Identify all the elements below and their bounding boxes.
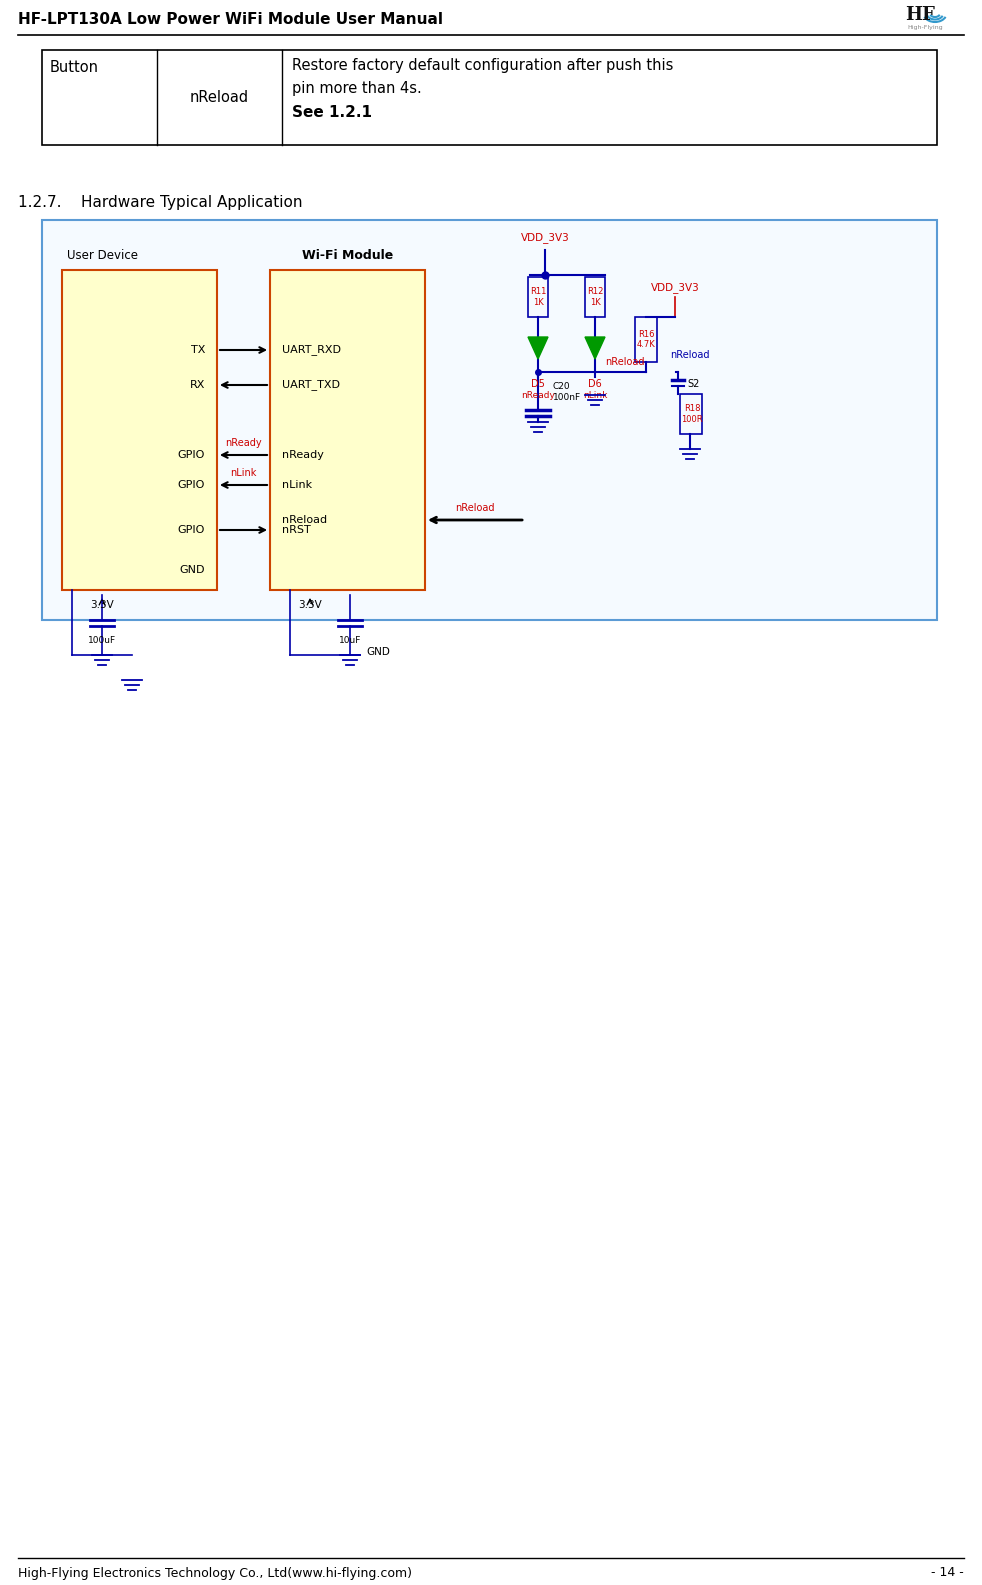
Text: - 14 -: - 14 - (931, 1566, 964, 1580)
Text: UART_RXD: UART_RXD (282, 344, 341, 355)
Text: pin more than 4s.: pin more than 4s. (292, 81, 421, 97)
Text: GND: GND (366, 647, 390, 658)
Text: 3.3V: 3.3V (90, 601, 114, 610)
Text: High-Flying: High-Flying (907, 24, 943, 30)
Text: GPIO: GPIO (178, 525, 205, 536)
Text: High-Flying Electronics Technology Co., Ltd(www.hi-flying.com): High-Flying Electronics Technology Co., … (18, 1566, 412, 1580)
Text: nLink: nLink (231, 468, 256, 479)
Text: nReload: nReload (671, 350, 710, 360)
Text: S2: S2 (687, 379, 699, 388)
Text: User Device: User Device (67, 249, 138, 262)
Text: TX: TX (191, 346, 205, 355)
Text: HF-LPT130A Low Power WiFi Module User Manual: HF-LPT130A Low Power WiFi Module User Ma… (18, 13, 443, 27)
Text: See 1.2.1: See 1.2.1 (292, 105, 372, 120)
Text: Wi-Fi Module: Wi-Fi Module (301, 249, 393, 262)
Polygon shape (528, 338, 548, 358)
Text: nRST: nRST (282, 525, 310, 536)
Text: nReady: nReady (282, 450, 324, 460)
Bar (42, 51, 937, 144)
Polygon shape (585, 338, 605, 358)
Text: GND: GND (180, 564, 205, 575)
Text: RX: RX (190, 380, 205, 390)
Bar (62, 269, 217, 590)
Text: GPIO: GPIO (178, 450, 205, 460)
Text: Restore factory default configuration after push this: Restore factory default configuration af… (292, 59, 674, 73)
Text: 3.3V: 3.3V (299, 601, 322, 610)
Text: Button: Button (50, 60, 99, 74)
Text: nLink: nLink (282, 480, 312, 490)
Bar (528, 277, 548, 317)
Text: R12
1K: R12 1K (587, 287, 603, 307)
Text: HF: HF (905, 6, 935, 24)
Text: 1.2.7.    Hardware Typical Application: 1.2.7. Hardware Typical Application (18, 195, 302, 209)
Text: UART_TXD: UART_TXD (282, 379, 340, 390)
Text: nReady: nReady (521, 391, 555, 399)
Text: nReload: nReload (190, 90, 249, 105)
Text: R18
100R: R18 100R (682, 404, 703, 423)
Bar (42, 220, 937, 620)
Text: R11
1K: R11 1K (530, 287, 546, 307)
Bar (270, 269, 425, 590)
Text: 100uF: 100uF (88, 636, 116, 645)
Text: nReload: nReload (456, 502, 495, 514)
Text: 10uF: 10uF (339, 636, 361, 645)
Text: VDD_3V3: VDD_3V3 (520, 231, 570, 243)
Text: C20
100nF: C20 100nF (553, 382, 581, 401)
Bar (585, 277, 605, 317)
Text: nLink: nLink (582, 391, 607, 399)
Text: VDD_3V3: VDD_3V3 (651, 282, 699, 293)
Text: nReady: nReady (225, 437, 262, 449)
Text: nReload: nReload (605, 357, 645, 368)
Bar (635, 317, 657, 361)
Bar (680, 395, 702, 434)
Text: GPIO: GPIO (178, 480, 205, 490)
Text: D6: D6 (588, 379, 602, 388)
Text: R16
4.7K: R16 4.7K (636, 330, 655, 349)
Text: D5: D5 (531, 379, 545, 388)
Text: nReload: nReload (282, 515, 327, 525)
